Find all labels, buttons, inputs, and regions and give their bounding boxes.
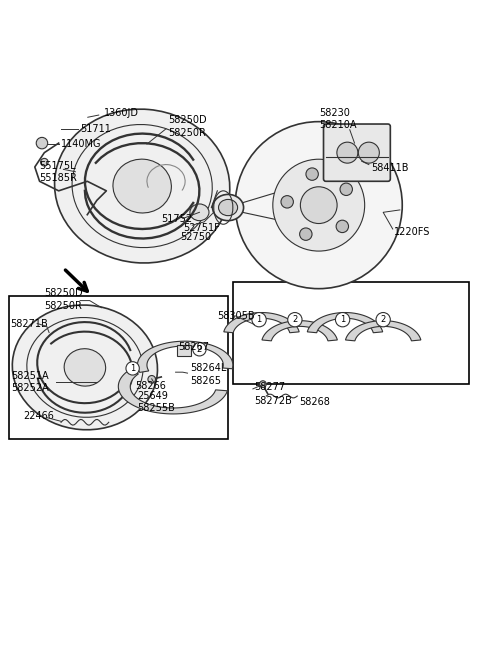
Text: 1: 1 bbox=[340, 315, 345, 324]
FancyBboxPatch shape bbox=[324, 124, 390, 181]
Ellipse shape bbox=[190, 204, 209, 220]
Polygon shape bbox=[118, 370, 228, 414]
Circle shape bbox=[376, 313, 390, 327]
Text: 2: 2 bbox=[381, 315, 386, 324]
Text: 58230
58210A: 58230 58210A bbox=[319, 108, 356, 130]
Ellipse shape bbox=[218, 200, 238, 216]
Circle shape bbox=[148, 375, 156, 383]
Polygon shape bbox=[137, 341, 233, 372]
Text: 1: 1 bbox=[256, 315, 262, 324]
Circle shape bbox=[336, 313, 350, 327]
Ellipse shape bbox=[64, 349, 106, 386]
Polygon shape bbox=[224, 313, 299, 333]
Text: 1360JD: 1360JD bbox=[104, 108, 139, 118]
Text: 25649
58255B: 25649 58255B bbox=[137, 391, 175, 413]
Circle shape bbox=[337, 142, 358, 163]
Text: 58271B: 58271B bbox=[10, 319, 48, 329]
Text: 58250D
58250R: 58250D 58250R bbox=[44, 289, 83, 311]
Circle shape bbox=[300, 187, 337, 224]
Polygon shape bbox=[262, 321, 337, 341]
Circle shape bbox=[235, 122, 402, 289]
Circle shape bbox=[193, 343, 206, 356]
Circle shape bbox=[126, 361, 139, 375]
Ellipse shape bbox=[213, 194, 243, 220]
Ellipse shape bbox=[113, 159, 171, 213]
Text: 58272B: 58272B bbox=[254, 396, 292, 406]
Text: 51752: 51752 bbox=[161, 214, 192, 224]
Ellipse shape bbox=[55, 109, 230, 263]
Circle shape bbox=[336, 220, 348, 232]
Text: 52751F: 52751F bbox=[183, 223, 219, 233]
Text: 1220FS: 1220FS bbox=[394, 227, 430, 237]
Text: 55175L
55185R: 55175L 55185R bbox=[39, 160, 77, 183]
Text: 58305B: 58305B bbox=[217, 311, 255, 321]
Text: 22466: 22466 bbox=[23, 411, 54, 421]
Circle shape bbox=[252, 313, 266, 327]
Circle shape bbox=[273, 159, 365, 251]
Text: 1140MG: 1140MG bbox=[61, 139, 102, 149]
Circle shape bbox=[340, 183, 352, 196]
Text: 58277: 58277 bbox=[254, 383, 286, 392]
Circle shape bbox=[288, 313, 302, 327]
Text: 58264L
58265: 58264L 58265 bbox=[190, 363, 226, 385]
Circle shape bbox=[260, 381, 266, 387]
Text: 1: 1 bbox=[130, 364, 135, 373]
Text: 58266: 58266 bbox=[135, 381, 166, 391]
Text: 52750: 52750 bbox=[180, 232, 212, 242]
Polygon shape bbox=[346, 321, 421, 341]
Text: 58251A
58252A: 58251A 58252A bbox=[11, 371, 48, 393]
Text: 58267: 58267 bbox=[178, 343, 209, 352]
Text: 58268: 58268 bbox=[300, 397, 331, 407]
Text: 2: 2 bbox=[197, 345, 202, 354]
Text: 58411B: 58411B bbox=[371, 163, 409, 173]
FancyBboxPatch shape bbox=[9, 296, 228, 439]
Polygon shape bbox=[307, 313, 383, 333]
Circle shape bbox=[306, 168, 318, 180]
Circle shape bbox=[40, 158, 48, 166]
Ellipse shape bbox=[12, 305, 157, 430]
Circle shape bbox=[300, 228, 312, 240]
Circle shape bbox=[359, 142, 379, 163]
Circle shape bbox=[281, 196, 293, 208]
FancyBboxPatch shape bbox=[233, 281, 469, 384]
Text: 58250D
58250R: 58250D 58250R bbox=[168, 115, 207, 138]
Circle shape bbox=[36, 138, 48, 149]
Text: 51711: 51711 bbox=[80, 124, 111, 134]
FancyBboxPatch shape bbox=[177, 345, 191, 357]
Text: 2: 2 bbox=[292, 315, 298, 324]
